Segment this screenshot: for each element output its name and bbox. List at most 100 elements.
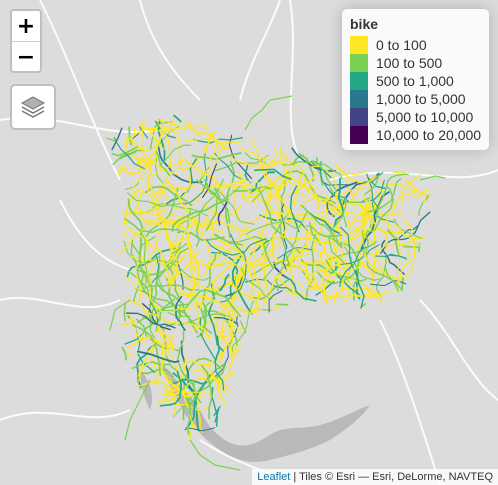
bike-route-segment xyxy=(125,312,176,329)
bike-route-segment xyxy=(161,300,218,313)
bike-route-segment xyxy=(199,141,230,179)
legend: bike 0 to 100 100 to 500 500 to 1,000 1,… xyxy=(342,9,489,150)
bike-route-segment xyxy=(220,242,258,281)
bike-route-segment xyxy=(138,321,155,341)
bike-network xyxy=(106,95,446,471)
bike-route-segment xyxy=(327,240,377,261)
zoom-out-button[interactable]: − xyxy=(16,44,36,70)
bike-route-segment xyxy=(165,278,183,317)
bike-route-segment xyxy=(364,253,380,271)
bike-route-segment xyxy=(213,152,244,181)
bike-route-segment xyxy=(163,275,209,300)
bike-route-segment xyxy=(184,374,211,431)
bike-route-segment xyxy=(217,380,227,406)
bike-route-segment xyxy=(191,283,233,292)
bike-route-segment xyxy=(376,236,418,254)
bike-route-segment xyxy=(237,177,293,218)
legend-swatch xyxy=(350,108,368,126)
bike-route-segment xyxy=(171,198,229,232)
bike-route-segment xyxy=(164,180,200,234)
legend-label: 5,000 to 10,000 xyxy=(376,109,474,125)
bike-route-segment xyxy=(160,333,180,382)
bike-route-segment xyxy=(403,218,416,259)
bike-route-segment xyxy=(300,204,343,249)
bike-route-segment xyxy=(361,303,367,308)
bike-route-segment xyxy=(367,186,394,233)
bike-route-segment xyxy=(217,239,244,260)
legend-item: 100 to 500 xyxy=(350,54,481,72)
bike-route-segment xyxy=(282,275,317,302)
bike-route-segment xyxy=(228,134,253,180)
bike-route-segment xyxy=(126,334,144,349)
bike-route-segment xyxy=(312,273,375,299)
bike-route-segment xyxy=(137,350,180,364)
bike-route-segment xyxy=(248,260,261,315)
legend-label: 500 to 1,000 xyxy=(376,73,454,89)
bike-route-segment xyxy=(245,221,299,235)
bike-route-segment xyxy=(123,302,127,322)
zoom-in-button[interactable]: + xyxy=(12,11,40,42)
bike-route-segment xyxy=(184,158,225,196)
bike-route-segment xyxy=(370,279,407,287)
bike-route-segment xyxy=(162,385,177,416)
bike-route-segment xyxy=(273,304,279,311)
bike-route-segment xyxy=(347,171,366,176)
bike-route-segment xyxy=(131,142,160,152)
bike-route-segment xyxy=(150,340,160,386)
bike-route-segment xyxy=(174,295,186,331)
bike-route-segment xyxy=(206,238,267,256)
bike-route-segment xyxy=(313,204,328,252)
bike-route-segment xyxy=(214,316,238,325)
bike-route-segment xyxy=(201,365,213,420)
bike-route-segment xyxy=(289,249,310,282)
bike-route-segment xyxy=(201,225,215,266)
bike-route-segment xyxy=(381,239,405,275)
bike-route-segment xyxy=(119,221,182,254)
bike-route-segment xyxy=(186,427,216,432)
bike-route-segment xyxy=(202,132,212,151)
bike-route-segment xyxy=(167,255,185,284)
bike-route-segment xyxy=(205,181,256,195)
bike-route-segment xyxy=(266,165,295,208)
legend-swatch xyxy=(350,72,368,90)
bike-route-segment xyxy=(163,356,187,395)
bike-route-segment xyxy=(210,320,224,363)
bike-route-segment xyxy=(199,332,225,391)
bike-route-segment xyxy=(271,211,285,267)
layers-button[interactable] xyxy=(10,84,56,130)
bike-route-segment xyxy=(244,152,266,164)
bike-route-segment xyxy=(142,316,178,372)
bike-route-segment xyxy=(159,370,183,407)
bike-route-segment xyxy=(305,233,317,302)
bike-route-segment xyxy=(119,150,137,160)
bike-route-segment xyxy=(361,229,365,258)
bike-route-segment xyxy=(254,213,318,246)
bike-route-segment xyxy=(126,137,151,192)
bike-route-segment xyxy=(203,220,235,278)
bike-route-segment xyxy=(279,224,291,267)
bike-route-segment xyxy=(150,184,166,211)
bike-route-segment xyxy=(124,137,142,171)
bike-route-segment xyxy=(175,285,212,313)
leaflet-link[interactable]: Leaflet xyxy=(257,471,291,483)
bike-route-segment xyxy=(145,185,193,207)
bike-route-segment xyxy=(186,241,198,298)
bike-route-segment xyxy=(163,259,181,300)
bike-route-segment xyxy=(405,267,413,276)
bike-route-segment xyxy=(157,365,201,398)
bike-route-segment xyxy=(168,127,186,173)
bike-route-segment xyxy=(137,261,158,292)
bike-route-segment xyxy=(328,196,347,265)
bike-route-segment xyxy=(334,230,350,282)
bike-route-segment xyxy=(268,290,283,313)
bike-route-segment xyxy=(289,185,300,233)
legend-label: 0 to 100 xyxy=(376,37,427,53)
bike-route-segment xyxy=(244,95,293,131)
reservoir-water xyxy=(140,360,370,462)
bike-route-segment xyxy=(189,439,241,471)
bike-route-segment xyxy=(157,123,172,168)
bike-route-segment xyxy=(140,120,165,162)
bike-route-segment xyxy=(173,114,182,123)
bike-route-segment xyxy=(124,218,181,234)
bike-route-segment xyxy=(135,273,143,302)
